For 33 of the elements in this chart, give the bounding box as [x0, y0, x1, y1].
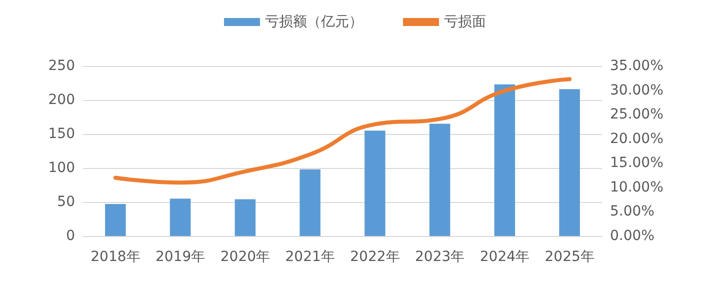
bar — [364, 130, 386, 236]
y2-tick-label: 10.00% — [610, 179, 664, 196]
legend-label: 亏损额（亿元） — [265, 14, 363, 30]
bar — [494, 84, 516, 236]
line-series — [113, 77, 572, 185]
bar — [300, 169, 320, 236]
legend-label: 亏损面 — [444, 14, 486, 30]
y-tick-label: 100 — [48, 160, 75, 176]
x-tick-label: 2025年 — [544, 249, 594, 265]
x-tick-label: 2019年 — [155, 249, 206, 265]
x-tick-label: 2018年 — [90, 249, 140, 265]
y2-tick-label: 25.00% — [610, 106, 664, 123]
x-tick-label: 2023年 — [414, 249, 465, 265]
bar — [234, 199, 256, 236]
bar — [429, 124, 450, 236]
bar — [170, 198, 191, 236]
bar — [105, 204, 126, 236]
y-tick-label: 200 — [48, 92, 75, 108]
y2-tick-label: 35.00% — [610, 58, 664, 74]
y-tick-label: 50 — [57, 194, 75, 210]
x-tick-label: 2024年 — [480, 249, 530, 265]
x-tick-label: 2021年 — [285, 249, 335, 265]
y-tick-label: 0 — [66, 228, 75, 244]
y-tick-label: 150 — [48, 126, 75, 142]
y2-tick-label: 15.00% — [610, 155, 664, 172]
bar — [559, 89, 580, 236]
y2-tick-label: 30.00% — [610, 82, 664, 98]
y-tick-label: 250 — [48, 58, 75, 74]
x-tick-label: 2020年 — [220, 249, 270, 265]
y2-tick-label: 5.00% — [610, 204, 654, 220]
y2-tick-label: 20.00% — [610, 130, 664, 147]
y2-tick-label: 0.00% — [610, 228, 654, 244]
x-tick-label: 2022年 — [350, 249, 400, 265]
